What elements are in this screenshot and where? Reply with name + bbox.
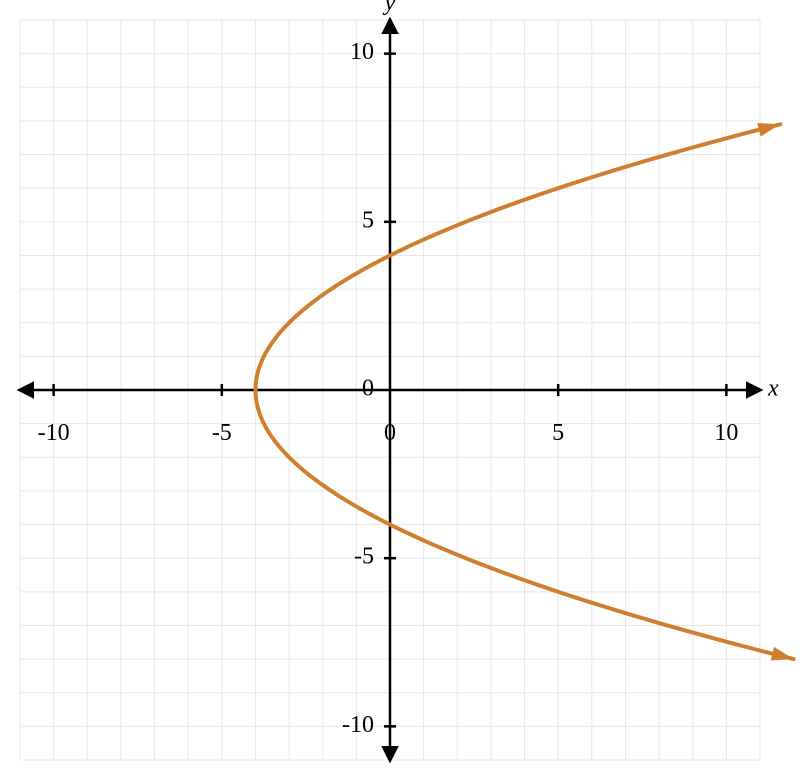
x-tick-label: 10 [714, 420, 738, 446]
x-tick-label: -5 [212, 420, 232, 446]
x-tick-label: 0 [384, 420, 396, 446]
x-axis-label: x [767, 376, 779, 402]
y-tick-label: 0 [362, 376, 374, 402]
y-tick-label: 5 [362, 207, 374, 233]
y-tick-label: -10 [342, 712, 374, 738]
x-tick-label: -10 [38, 420, 70, 446]
y-tick-label: -5 [354, 544, 374, 570]
y-tick-label: 10 [350, 39, 374, 65]
y-axis-label: y [383, 0, 396, 16]
x-tick-label: 5 [552, 420, 564, 446]
chart-svg: -10 -5 0 5 10 10 5 0 -5 -10 x y [0, 0, 800, 780]
parabola-chart: -10 -5 0 5 10 10 5 0 -5 -10 x y [0, 0, 800, 780]
